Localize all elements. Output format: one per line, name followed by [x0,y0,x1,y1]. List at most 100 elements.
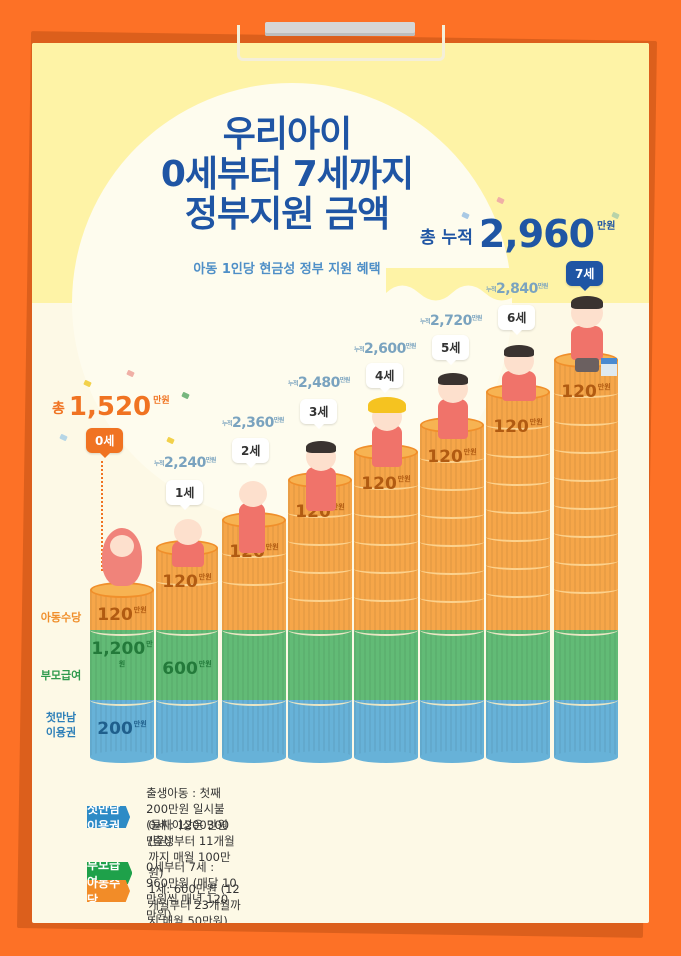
value-unit: 만원 [198,573,212,581]
column-base [156,751,218,763]
clipboard-clip-bar [265,22,415,36]
row-label-parent-benefit: 부모급여 [40,669,82,682]
baby-crawling-illustration [162,513,212,573]
cum-value: 2,840 [496,281,538,297]
value-text: 120 [427,447,463,467]
toddler-standing-illustration [227,473,277,558]
total0-prefix: 총 [52,401,65,417]
cum-value: 2,240 [164,455,206,471]
segment-child-allowance [554,360,618,636]
legend-description: 0세부터 7세 : 960만원 (매달 10만원씩 매년 120만원) [146,859,237,923]
segment-parent-benefit [420,630,484,706]
dotted-connector [101,461,103,571]
cum-prefix: 누적 [420,318,431,326]
column-base [288,751,352,763]
legend-item-parent-benefit: 부모급여 0세 : 1200만원 (출생부터 11개월까지 매월 100만원) … [87,817,244,923]
cumulative-label-3: 누적2,480만원 [288,375,350,391]
legend-tag: 아동수당 [87,880,130,902]
legend-line: 출생아동 : 첫째 200만원 일시불 (둘째이상은 300만원) [146,786,230,848]
age-bubble-6: 6세 [498,305,536,335]
segment-parent-benefit [354,630,418,706]
total-value: 2,960 [478,212,595,256]
cum-unit: 만원 [273,417,285,424]
column-base [420,751,484,763]
cumulative-label-1: 누적2,240만원 [154,455,216,471]
column-age-7: 120만원 [554,352,618,763]
cum-value: 2,480 [298,375,340,391]
value-label: 120만원 [156,572,218,592]
value-unit: 만원 [397,475,411,483]
legend-description: 0세 : 1200만원 (출생부터 11개월까지 매월 100만원) 1세: 6… [148,817,244,923]
value-unit: 만원 [597,383,611,391]
age-bubble-0: 0세 [86,428,124,458]
value-label: 200만원 [90,719,154,739]
value-unit: 만원 [118,640,153,668]
legend-line: 1세: 600만원 (12개월부터 23개월까지 매월 50만원) [148,882,241,923]
total-prefix: 총 누적 [420,228,473,248]
total-unit: 만원 [597,221,616,232]
value-text: 120 [561,382,597,402]
value-unit: 만원 [265,543,279,551]
cumulative-label-5: 누적2,720만원 [420,313,482,329]
segment-child-allowance [354,452,418,636]
legend-item-child-allowance: 아동수당 0세부터 7세 : 960만원 (매달 10만원씩 매년 120만원) [87,859,237,923]
value-text: 120 [97,605,133,625]
value-text: 600 [162,659,198,679]
child-with-book-illustration [426,365,481,445]
value-unit: 만원 [133,720,147,728]
value-text: 120 [162,572,198,592]
row-label-first-meeting-1: 첫만남 [45,711,77,724]
total-cumulative: 총 누적 2,960 만원 [420,215,615,253]
cumulative-label-6: 누적2,840만원 [486,281,548,297]
segment-edge [486,624,550,636]
cumulative-label-4: 누적2,600만원 [354,341,416,357]
value-text: 120 [493,417,529,437]
row-label-first-meeting: 첫만남 이용권 [32,710,90,740]
column-base [554,751,618,763]
value-label: 120만원 [420,447,484,467]
cum-unit: 만원 [405,343,417,350]
value-unit: 만원 [133,606,147,614]
legend-description: 출생아동 : 첫째 200만원 일시불 (둘째이상은 300만원) [146,785,237,849]
age-bubble-5: 5세 [432,335,470,365]
segment-edge [354,694,418,706]
segment-parent-benefit [486,630,550,706]
cum-unit: 만원 [205,457,217,464]
row-label-first-meeting-2: 이용권 [45,726,77,739]
legend-tag: 첫만남 이용권 [87,806,131,828]
cum-value: 2,720 [430,313,472,329]
column-base [222,751,286,763]
segment-first-meeting [486,700,550,757]
cumulative-label-2: 누적2,360만원 [222,415,284,431]
child-with-backpack-illustration [557,290,617,380]
age-bubble-2: 2세 [232,438,270,468]
segment-first-meeting [554,700,618,757]
title-line-3: 정부지원 금액 [184,194,390,235]
value-label: 1,200만원 [90,639,154,679]
segment-first-meeting [90,700,154,757]
baby-swaddled-illustration [97,523,147,588]
cum-value: 2,360 [232,415,274,431]
wave-divider [32,268,649,301]
legend-item-first-meeting: 첫만남 이용권 출생아동 : 첫째 200만원 일시불 (둘째이상은 300만원… [87,785,237,849]
segment-first-meeting [354,700,418,757]
segment-child-allowance [486,392,550,636]
segment-edge [486,694,550,706]
column-age-1: 120만원 600 만원 [156,540,218,763]
segment-edge [288,694,352,706]
segment-edge [420,694,484,706]
cum-unit: 만원 [537,283,549,290]
total-age0: 총 1,520 만원 [52,393,170,421]
value-label: 120만원 [354,474,418,494]
value-text: 1,200 [91,639,146,659]
row-label-child-allowance: 아동수당 [40,611,82,624]
segment-child-allowance [420,425,484,636]
age-bubble-7: 7세 [566,261,604,291]
column-base [90,751,154,763]
segment-parent-benefit [90,630,154,706]
segment-edge [156,694,218,706]
legend-tag: 부모급여 [87,862,133,884]
clipboard-clip [237,25,445,61]
title-line-2: 0세부터 7세까지 [160,154,414,195]
value-text: 120 [361,474,397,494]
